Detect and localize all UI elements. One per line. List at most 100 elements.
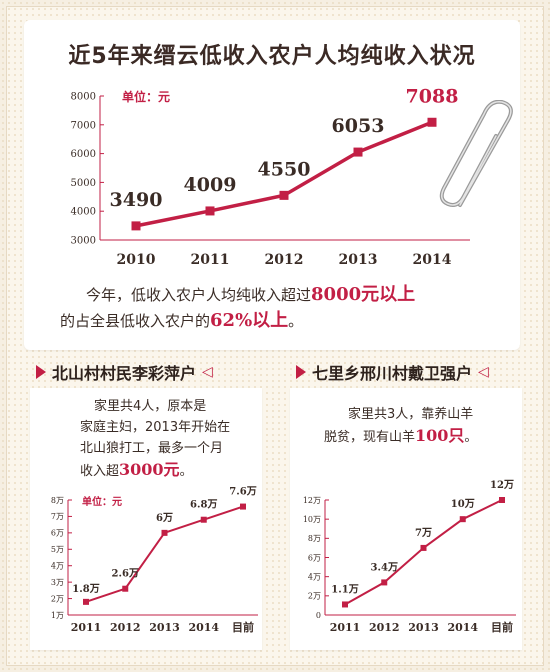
main-point [131, 221, 141, 231]
left-y-tick-label: 2万 [51, 594, 64, 603]
summary-line1: 今年，低收入农户人均纯收入超过 [86, 286, 312, 304]
right-point [420, 544, 427, 551]
left-y-tick-label: 6万 [51, 529, 64, 538]
left-y-tick-label: 1万 [51, 611, 64, 620]
left-x-tick-label: 2011 [71, 621, 102, 634]
right-y-tick-label: 8万 [308, 534, 321, 543]
right-point [459, 516, 466, 523]
main-x-tick-label: 2011 [191, 252, 230, 268]
main-data-label: 4550 [258, 158, 311, 180]
right-y-tick-label: 6万 [308, 553, 321, 562]
main-point [353, 147, 363, 157]
left-point [83, 598, 89, 605]
left-point [200, 516, 207, 523]
triangle-left-icon: ◁ [478, 364, 489, 380]
left-section-title-text: 北山村村民李彩萍户 [52, 364, 197, 383]
page-title: 近5年来缙云低收入农户人均纯收入状况 [68, 44, 476, 69]
main-plot: 3000 4000 5000 6000 7000 8000 2010 2011 2012 2013… [71, 85, 470, 268]
right-point [381, 579, 388, 586]
main-y-tick-label: 3000 [71, 236, 96, 247]
main-data-label: 7088 [406, 85, 459, 107]
main-unit-label: 单位：元 [122, 89, 170, 104]
right-y-tick-label: 12万 [303, 496, 321, 505]
left-plot: 1万 2万 3万 4万 5万 6万 7万 8万 2011 2012 2013 2014 目前 1.8万 2.… [51, 486, 258, 634]
main-y-tick-label: 8000 [71, 92, 96, 103]
left-desc-line: 北山狼打工，最多一个月 [80, 441, 224, 456]
main-point [427, 117, 437, 127]
left-y-tick-label: 4万 [51, 562, 64, 571]
summary-line2: 的占全县低收入农户的 [60, 312, 211, 330]
left-desc-highlight: 3000元 [119, 460, 180, 479]
right-point [499, 497, 505, 503]
left-data-label: 6万 [156, 512, 173, 524]
main-data-label: 6053 [332, 115, 385, 137]
main-y-tick-label: 6000 [71, 149, 96, 160]
left-point [240, 503, 246, 510]
main-data-label: 4009 [184, 174, 237, 196]
left-y-tick-label: 3万 [51, 578, 64, 587]
right-data-label: 7万 [415, 527, 432, 539]
left-chart-card [30, 388, 262, 650]
left-y-tick-label: 7万 [51, 512, 64, 521]
left-data-label: 7.6万 [229, 486, 256, 498]
right-x-tick-label: 2012 [369, 621, 400, 634]
right-desc-line2: 脱贫，现有山羊 [324, 430, 416, 445]
left-x-tick-label: 目前 [232, 620, 254, 634]
left-data-label: 1.8万 [72, 583, 99, 595]
left-y-tick-label: 8万 [51, 496, 64, 505]
right-data-label: 12万 [490, 479, 514, 491]
main-point [279, 190, 289, 200]
right-x-tick-label: 2011 [330, 621, 361, 634]
right-section-title-text: 七里乡邢川村戴卫强户 [312, 364, 473, 383]
main-chart-card [24, 20, 520, 350]
summary-highlight-income: 8000元以上 [311, 284, 416, 305]
summary-highlight-percent: 62%以上 [210, 310, 289, 331]
left-y-tick-label: 5万 [51, 545, 64, 554]
main-data-label: 3490 [110, 189, 163, 211]
left-desc-line: 家里共4人，原本是 [94, 399, 207, 414]
left-section-title: 北山村村民李彩萍户 ◁ [36, 360, 213, 384]
right-data-label: 1.1万 [331, 583, 358, 595]
right-y-tick-label: 10万 [303, 515, 321, 524]
main-y-tick-label: 4000 [71, 207, 96, 218]
right-y-tick-label: 0 [316, 611, 321, 620]
main-x-tick-label: 2010 [117, 252, 156, 268]
main-x-tick-label: 2014 [413, 252, 452, 268]
left-unit-label: 单位：元 [82, 495, 122, 508]
left-x-tick-label: 2013 [149, 621, 180, 634]
left-data-label: 2.6万 [112, 568, 139, 580]
main-y-tick-label: 5000 [71, 178, 96, 189]
left-desc-suffix: 。 [179, 464, 193, 479]
right-x-tick-label: 2014 [447, 621, 478, 634]
right-data-label: 3.4万 [371, 561, 398, 573]
right-y-tick-label: 2万 [308, 592, 321, 601]
left-x-tick-label: 2014 [188, 621, 219, 634]
right-point [342, 601, 348, 608]
right-section-title: 七里乡邢川村戴卫强户 ◁ [296, 360, 489, 384]
paperclip-icon [439, 100, 513, 207]
right-description: 家里共3人，靠养山羊 脱贫，现有山羊100只。 [324, 404, 477, 448]
right-series-line [344, 499, 503, 606]
right-y-tick-label: 4万 [308, 572, 321, 581]
triangle-left-icon: ◁ [202, 364, 213, 380]
left-point [161, 529, 168, 536]
main-point [205, 206, 215, 216]
right-desc-line: 家里共3人，靠养山羊 [348, 407, 474, 422]
left-description: 家里共4人，原本是 家庭主妇，2013年开始在 北山狼打工，最多一个月 收入超3… [80, 396, 230, 482]
main-x-tick-label: 2013 [339, 252, 378, 268]
triangle-right-icon [296, 365, 306, 379]
left-x-tick-label: 2012 [110, 621, 141, 634]
left-desc-last: 收入超 [80, 464, 120, 479]
main-y-tick-label: 7000 [71, 120, 96, 131]
left-point [122, 585, 129, 592]
triangle-right-icon [36, 365, 46, 379]
right-desc-highlight: 100只 [415, 426, 465, 445]
right-data-label: 10万 [451, 498, 475, 510]
right-x-tick-label: 目前 [491, 620, 513, 634]
left-desc-line: 家庭主妇，2013年开始在 [80, 420, 231, 435]
right-x-tick-label: 2013 [408, 621, 439, 634]
summary-text: 今年，低收入农户人均纯收入超过8000元以上 的占全县低收入农户的62%以上。 [60, 282, 500, 334]
right-desc-suffix: 。 [464, 430, 478, 445]
main-x-tick-label: 2012 [265, 252, 304, 268]
